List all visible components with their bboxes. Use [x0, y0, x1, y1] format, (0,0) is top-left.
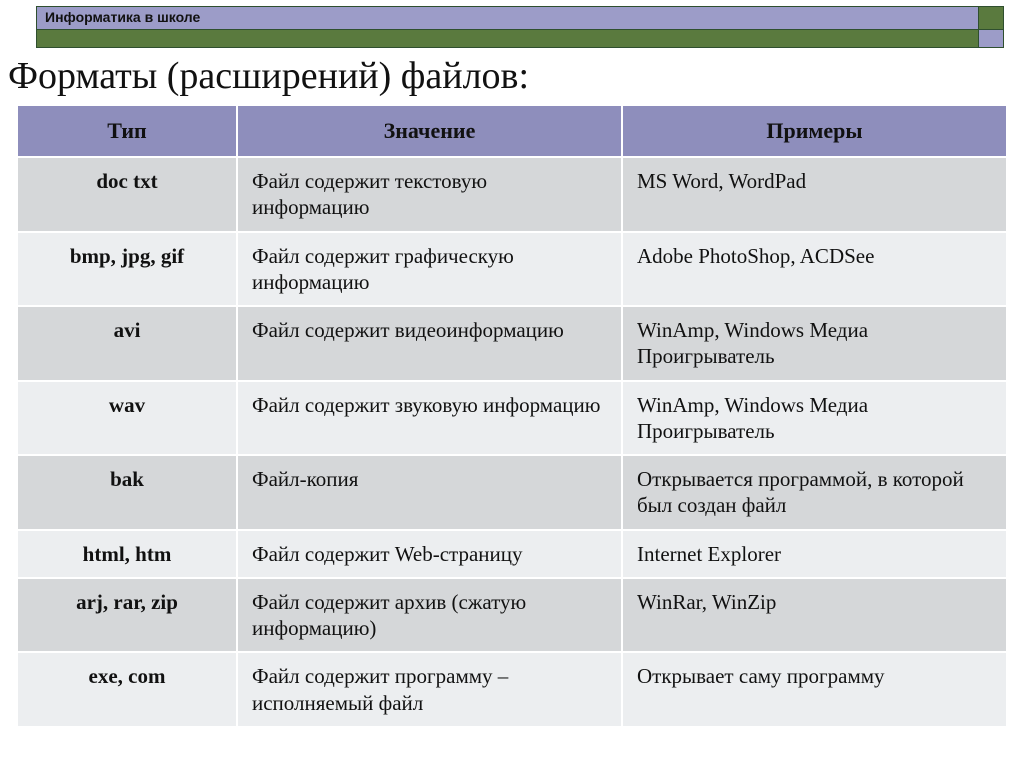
cell-meaning: Файл содержит графическую информацию: [237, 232, 622, 307]
cell-meaning: Файл содержит текстовую информацию: [237, 157, 622, 232]
cell-type: arj, rar, zip: [17, 578, 237, 653]
header-accent-bottom-left: [37, 30, 979, 47]
page-title: Форматы (расширений) файлов:: [8, 54, 1024, 98]
cell-examples: WinAmp, Windows Медиа Проигрыватель: [622, 381, 1007, 456]
table-row: exe, com Файл содержит программу – испол…: [17, 652, 1007, 727]
table-row: avi Файл содержит видеоинформацию WinAmp…: [17, 306, 1007, 381]
header-accent-top-right: [979, 7, 1003, 29]
table-row: doc txt Файл содержит текстовую информац…: [17, 157, 1007, 232]
cell-meaning: Файл-копия: [237, 455, 622, 530]
site-title: Информатика в школе: [37, 7, 979, 29]
cell-meaning: Файл содержит программу – исполняемый фа…: [237, 652, 622, 727]
cell-examples: Adobe PhotoShop, ACDSee: [622, 232, 1007, 307]
header-top-row: Информатика в школе: [37, 7, 1003, 29]
col-header-type: Тип: [17, 105, 237, 157]
table-row: arj, rar, zip Файл содержит архив (сжату…: [17, 578, 1007, 653]
cell-type: wav: [17, 381, 237, 456]
file-formats-table: Тип Значение Примеры doc txt Файл содерж…: [16, 104, 1008, 728]
header-accent-bottom-right: [979, 30, 1003, 47]
cell-type: exe, com: [17, 652, 237, 727]
table-row: wav Файл содержит звуковую информацию Wi…: [17, 381, 1007, 456]
table-header-row: Тип Значение Примеры: [17, 105, 1007, 157]
cell-examples: WinRar, WinZip: [622, 578, 1007, 653]
cell-examples: Internet Explorer: [622, 530, 1007, 578]
table-row: bmp, jpg, gif Файл содержит графическую …: [17, 232, 1007, 307]
site-header: Информатика в школе: [36, 6, 1004, 48]
cell-type: avi: [17, 306, 237, 381]
cell-examples: Открывает саму программу: [622, 652, 1007, 727]
cell-type: html, htm: [17, 530, 237, 578]
cell-type: bak: [17, 455, 237, 530]
table-row: bak Файл-копия Открывается программой, в…: [17, 455, 1007, 530]
col-header-examples: Примеры: [622, 105, 1007, 157]
cell-examples: MS Word, WordPad: [622, 157, 1007, 232]
cell-type: doc txt: [17, 157, 237, 232]
table-row: html, htm Файл содержит Web-страницу Int…: [17, 530, 1007, 578]
cell-meaning: Файл содержит архив (сжатую информацию): [237, 578, 622, 653]
cell-type: bmp, jpg, gif: [17, 232, 237, 307]
cell-meaning: Файл содержит звуковую информацию: [237, 381, 622, 456]
header-bottom-row: [37, 29, 1003, 47]
cell-examples: Открывается программой, в которой был со…: [622, 455, 1007, 530]
cell-meaning: Файл содержит видеоинформацию: [237, 306, 622, 381]
cell-meaning: Файл содержит Web-страницу: [237, 530, 622, 578]
col-header-meaning: Значение: [237, 105, 622, 157]
cell-examples: WinAmp, Windows Медиа Проигрыватель: [622, 306, 1007, 381]
